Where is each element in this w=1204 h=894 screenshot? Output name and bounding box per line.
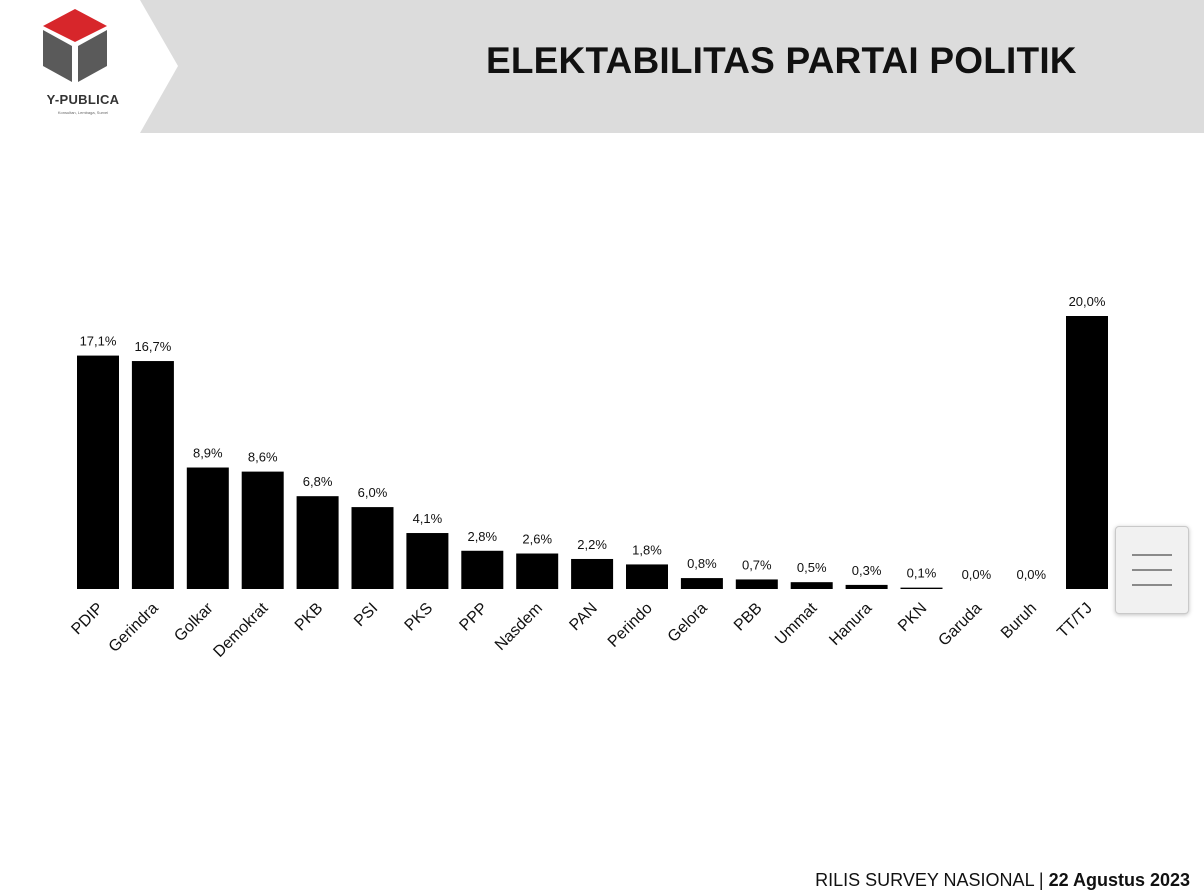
x-tick-label: Gelora [665, 600, 711, 646]
cube-logo-icon [43, 9, 107, 82]
data-label: 2,6% [522, 532, 552, 547]
footer-date: 22 Agustus 2023 [1048, 870, 1190, 890]
x-tick-label: Ummat [772, 599, 821, 648]
bar-psi [351, 507, 394, 589]
data-label: 0,1% [907, 566, 937, 581]
data-label: 6,8% [303, 474, 333, 489]
footer-caption: RILIS SURVEY NASIONAL | 22 Agustus 2023 [815, 870, 1190, 891]
x-tick-label: PKN [895, 600, 930, 635]
logo-panel-shape [0, 0, 178, 133]
data-label: 0,7% [742, 557, 772, 572]
x-tick-label: Gerindra [106, 600, 162, 656]
x-tick-label: PAN [566, 600, 600, 634]
x-tick-label: PBB [731, 600, 766, 635]
data-label: 4,1% [413, 511, 443, 526]
bar-nasdem [516, 553, 559, 589]
page-title: ELEKTABILITAS PARTAI POLITIK [486, 40, 1077, 81]
header-banner: Y-PUBLICA Konsultan, Lembaga, Survei ELE… [0, 0, 1204, 133]
data-label: 2,2% [577, 537, 607, 552]
data-label: 0,0% [962, 567, 992, 582]
bar-ummat [790, 582, 833, 589]
brand-name: Y-PUBLICA [46, 92, 120, 107]
bar-pkn [900, 587, 943, 589]
data-label: 6,0% [358, 485, 388, 500]
data-label: 0,0% [1016, 567, 1046, 582]
footer-label: RILIS SURVEY NASIONAL | [815, 870, 1049, 890]
bar-ppp [461, 550, 504, 589]
bar-tt-tj [1066, 316, 1108, 589]
data-label: 2,8% [467, 529, 497, 544]
x-tick-label: Garuda [935, 600, 985, 650]
data-label: 20,0% [1069, 294, 1106, 309]
bar-demokrat [241, 471, 284, 589]
x-tick-label: PKS [402, 600, 437, 635]
data-label: 1,8% [632, 542, 662, 557]
hamburger-menu-icon[interactable] [1132, 569, 1172, 571]
data-label: 0,5% [797, 560, 827, 575]
bar-pks [406, 533, 449, 589]
bar-pdip [77, 355, 119, 589]
brand-tagline: Konsultan, Lembaga, Survei [57, 110, 109, 115]
data-label: 16,7% [134, 339, 171, 354]
x-tick-label: Nasdem [492, 600, 546, 654]
data-label: 0,3% [852, 563, 882, 578]
data-label: 8,9% [193, 446, 223, 461]
x-tick-label: Buruh [998, 600, 1040, 642]
data-label: 17,1% [80, 334, 117, 349]
bar-pkb [296, 496, 339, 589]
x-tick-label: PDIP [68, 600, 106, 638]
x-tick-label: Hanura [826, 600, 875, 649]
x-tick-label: PSI [351, 600, 381, 630]
x-tick-label: Perindo [605, 600, 656, 651]
x-tick-label: TT/TJ [1054, 600, 1096, 642]
data-label: 8,6% [248, 450, 278, 465]
bar-chart: 17,1% PDIP 16,7% Gerindra 8,9% Golkar 8,6% Demo… [68, 294, 1108, 661]
bar-pbb [735, 579, 778, 589]
hamburger-menu-icon[interactable] [1132, 584, 1172, 586]
logo-panel: Y-PUBLICA Konsultan, Lembaga, Survei [0, 0, 180, 133]
hamburger-menu-icon[interactable] [1132, 554, 1172, 556]
x-tick-label: Demokrat [210, 599, 271, 660]
bar-golkar [186, 467, 229, 589]
bar-pan [571, 558, 614, 589]
x-tick-label: PKB [292, 600, 327, 635]
data-label: 0,8% [687, 556, 717, 571]
hamburger-menu-button[interactable] [1115, 526, 1189, 614]
bar-gerindra [131, 361, 174, 589]
bar-perindo [626, 564, 668, 589]
x-tick-label: PPP [456, 600, 491, 635]
bar-hanura [845, 584, 888, 589]
bar-gelora [680, 578, 723, 589]
x-tick-label: Golkar [171, 599, 217, 645]
